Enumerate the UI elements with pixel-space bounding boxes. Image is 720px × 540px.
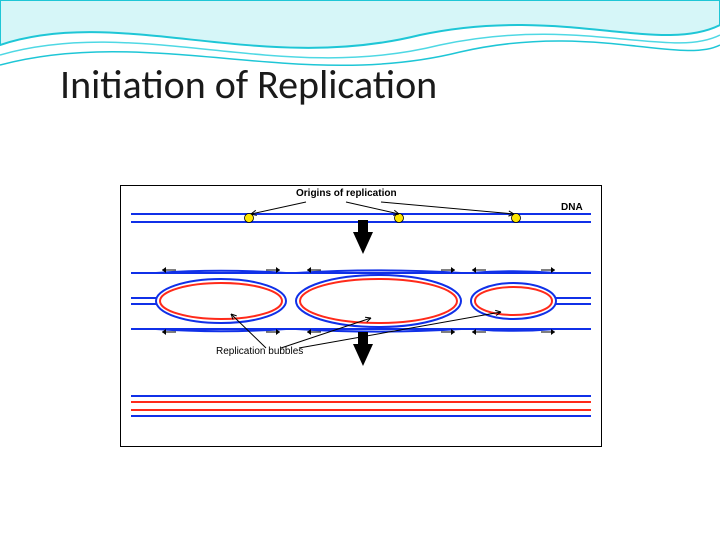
slide: { "title": "Initiation of Replication", … [0,0,720,540]
bubbles-label: Replication bubbles [216,346,303,357]
replication-diagram: Origins of replication DNA Replication b… [120,185,602,447]
down-arrow-1 [353,232,373,254]
slide-title: Initiation of Replication [60,60,437,109]
wave-fill [0,0,720,48]
down-arrow-2 [353,344,373,366]
dna-label: DNA [561,202,583,213]
origins-label: Origins of replication [296,188,397,199]
